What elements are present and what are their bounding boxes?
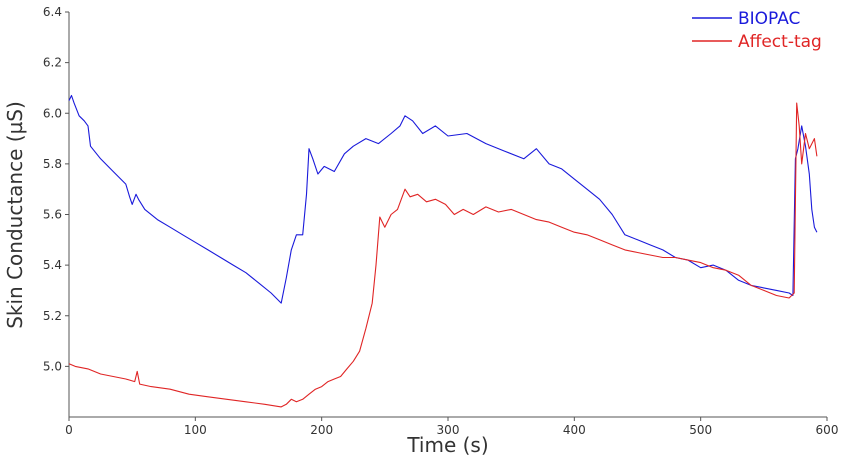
y-tick-label: 6.2 bbox=[43, 56, 62, 70]
plot-area: 5.0 5.2 5.4 5.6 5.8 6.0 6.2 6.4 0 100 200 300 400 50… bbox=[43, 5, 839, 437]
y-axis-title: Skin Conductance (µS) bbox=[3, 101, 27, 329]
x-tick-label: 100 bbox=[184, 423, 207, 437]
series-lines bbox=[68, 94, 818, 408]
series-line-biopac bbox=[68, 94, 818, 304]
legend: BIOPAC Affect-tag bbox=[692, 9, 822, 52]
series-line-affect-tag bbox=[68, 102, 818, 408]
y-ticks: 5.0 5.2 5.4 5.6 5.8 6.0 6.2 6.4 bbox=[43, 5, 69, 373]
x-tick-label: 500 bbox=[689, 423, 712, 437]
y-tick-label: 5.6 bbox=[43, 208, 62, 222]
x-tick-label: 400 bbox=[563, 423, 586, 437]
x-tick-label: 300 bbox=[437, 423, 460, 437]
y-tick-label: 6.4 bbox=[43, 5, 62, 19]
y-tick-label: 5.2 bbox=[43, 309, 62, 323]
legend-label: BIOPAC bbox=[738, 9, 800, 29]
x-tick-label: 0 bbox=[65, 423, 73, 437]
legend-label: Affect-tag bbox=[738, 32, 822, 52]
y-tick-label: 5.8 bbox=[43, 157, 62, 171]
x-ticks: 0 100 200 300 400 500 600 bbox=[65, 417, 838, 437]
x-tick-label: 600 bbox=[816, 423, 839, 437]
x-tick-label: 200 bbox=[310, 423, 333, 437]
x-axis-title: Time (s) bbox=[406, 433, 488, 457]
y-tick-label: 5.4 bbox=[43, 258, 62, 272]
y-tick-label: 5.0 bbox=[43, 359, 62, 373]
y-tick-label: 6.0 bbox=[43, 106, 62, 120]
